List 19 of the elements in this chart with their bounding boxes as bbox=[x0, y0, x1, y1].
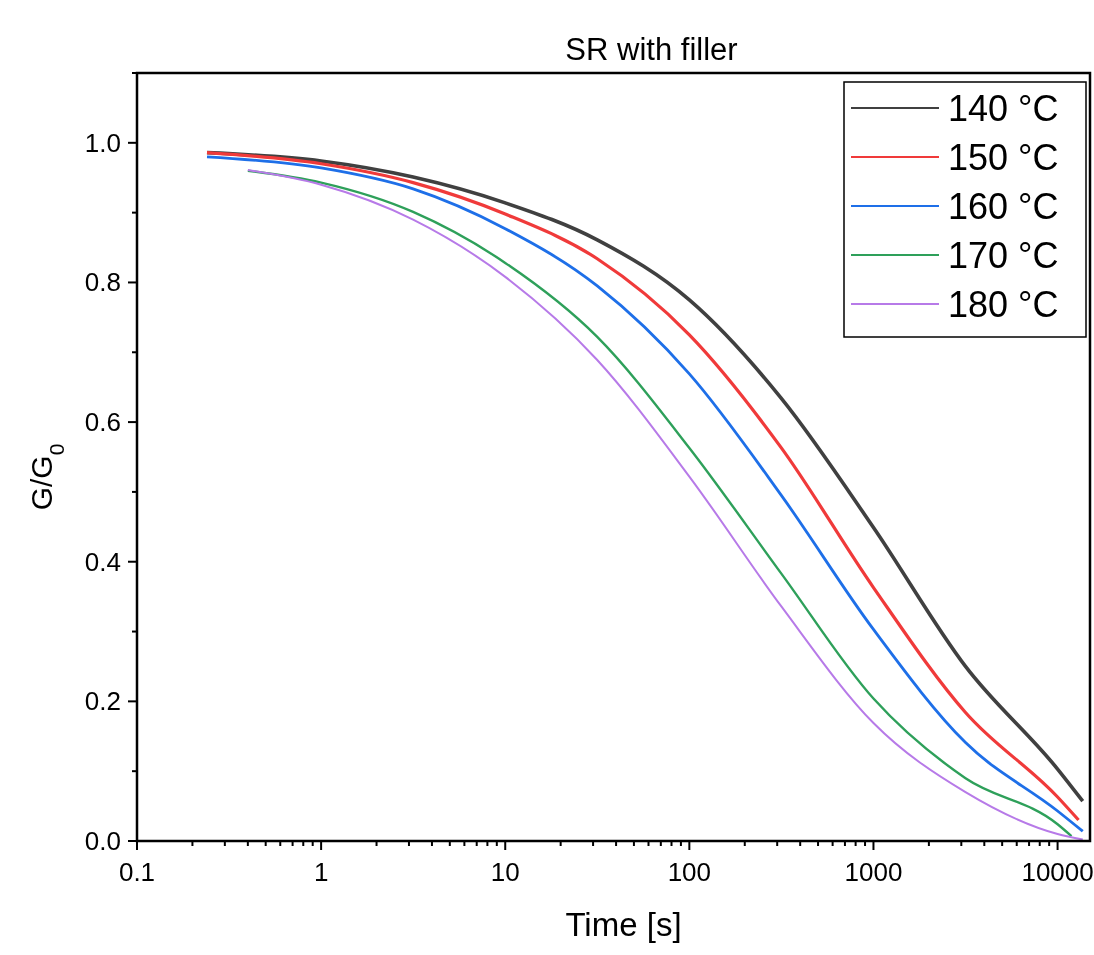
legend-label: 140 °C bbox=[948, 88, 1059, 129]
x-tick-label: 10000 bbox=[1021, 857, 1094, 887]
x-tick-label: 10 bbox=[490, 857, 520, 887]
x-tick-label: 1000 bbox=[844, 857, 903, 887]
chart-title: SR with filler bbox=[565, 32, 738, 67]
y-tick-label: 1.0 bbox=[84, 127, 121, 158]
y-tick-label: 0.0 bbox=[84, 826, 121, 856]
legend-label: 160 °C bbox=[948, 186, 1059, 227]
legend-label: 180 °C bbox=[948, 284, 1059, 325]
y-tick-label: 0.2 bbox=[84, 686, 121, 717]
x-tick-label: 1 bbox=[313, 857, 329, 887]
legend-label: 150 °C bbox=[948, 137, 1059, 178]
y-tick-label: 0.8 bbox=[84, 267, 121, 298]
x-tick-label: 100 bbox=[667, 857, 712, 887]
legend-label: 170 °C bbox=[948, 235, 1059, 276]
y-tick-label: 0.6 bbox=[84, 407, 121, 438]
x-axis-title: Time [s] bbox=[565, 906, 682, 943]
x-tick-label: 0.1 bbox=[118, 857, 156, 887]
y-tick-label: 0.4 bbox=[84, 546, 121, 577]
